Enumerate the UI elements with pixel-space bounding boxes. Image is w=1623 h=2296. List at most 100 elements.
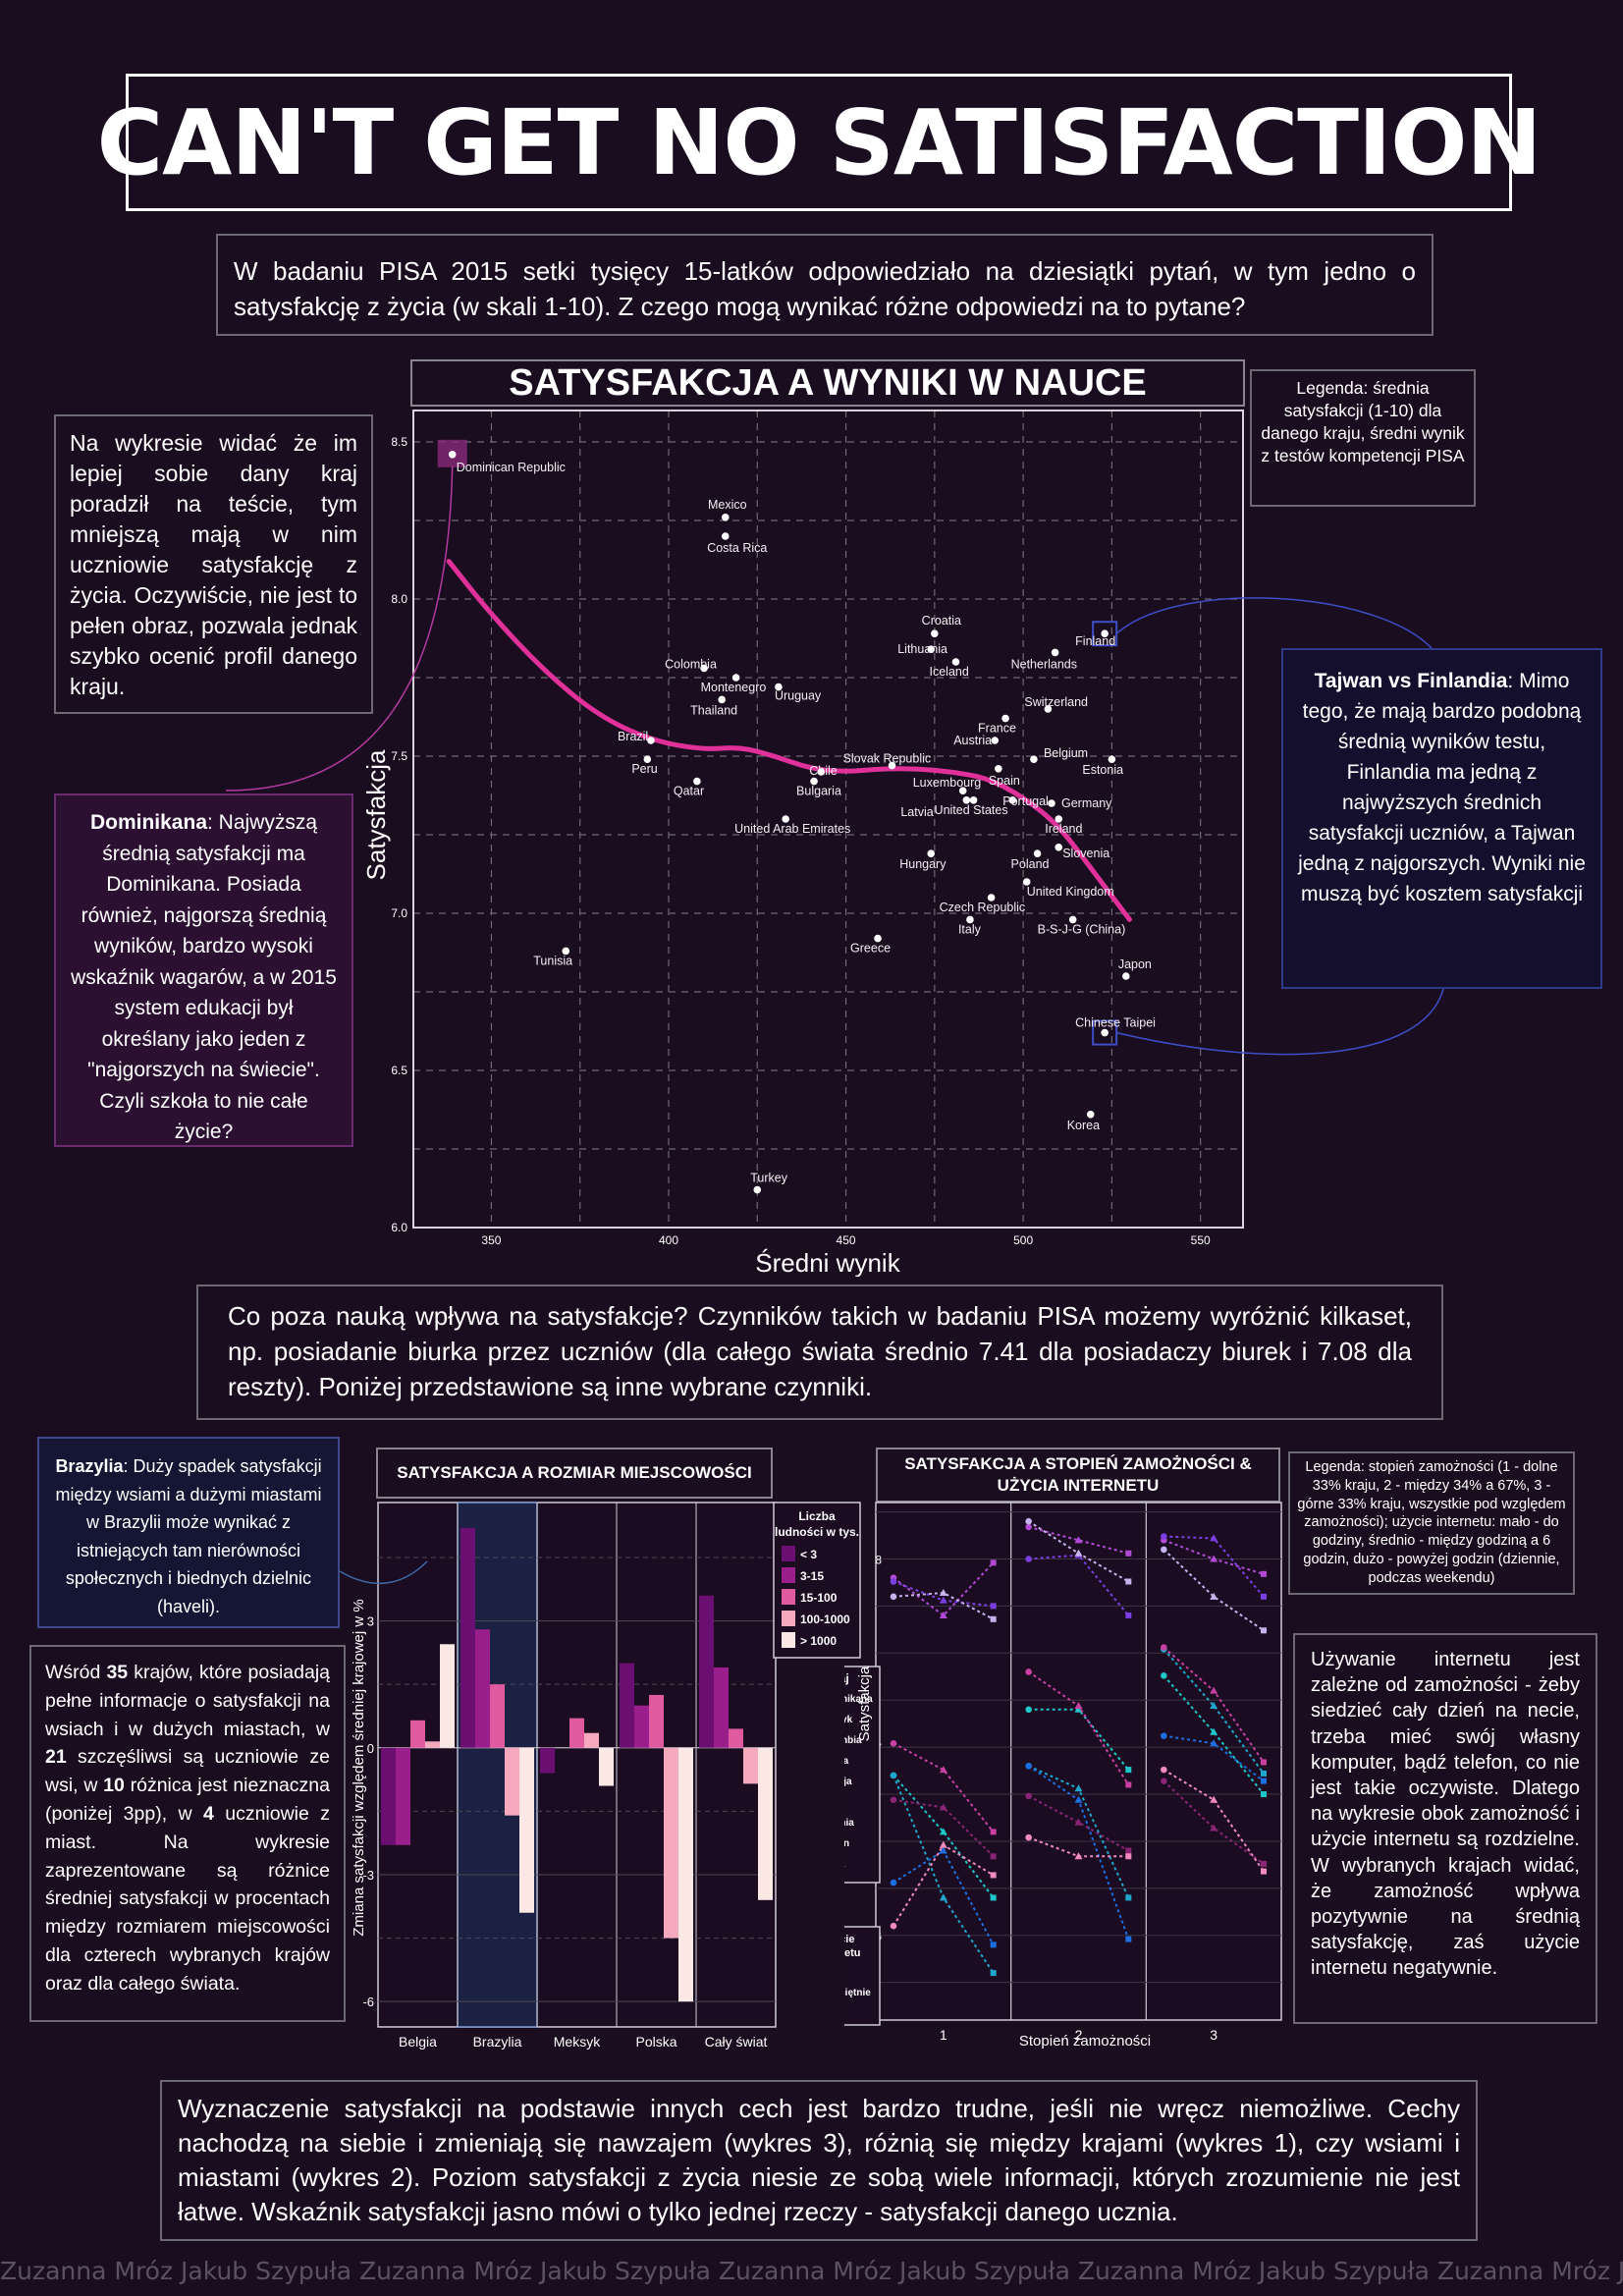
- marker-uk-duzo: [990, 1941, 997, 1948]
- point-label-belgium: Belgium: [1044, 746, 1088, 760]
- bar-brazylia-0: [460, 1527, 475, 1748]
- marker-francja-duzo: [1261, 1770, 1267, 1777]
- point-label-lithuania: Lithuania: [897, 642, 947, 656]
- point-label-bulgaria: Bulgaria: [796, 785, 841, 798]
- bar-brazylia-3: [505, 1747, 519, 1816]
- marker-korea-duzo: [1261, 1868, 1267, 1875]
- bar-brazylia-4: [519, 1747, 534, 1913]
- line-polska-w1: [893, 1775, 995, 1899]
- bar-polska-4: [678, 1747, 693, 2002]
- point-label-finland: Finland: [1075, 634, 1115, 648]
- countries-note: Wśród 35 krajów, które posiadają pełne i…: [29, 1645, 346, 2022]
- marker-meksyk-duzo: [1261, 1593, 1267, 1600]
- point-belgium: [1030, 755, 1038, 763]
- country-legend-frame: [844, 1666, 881, 1884]
- point-label-iceland: Iceland: [930, 665, 969, 679]
- internet-legend-title: Użycie: [844, 1934, 854, 1945]
- point-label-netherlands: Netherlands: [1011, 657, 1077, 671]
- bar-ca-y-wiat-2: [729, 1728, 743, 1748]
- point-label-thailand: Thailand: [690, 703, 737, 717]
- bar-y-tick: -6: [362, 1995, 374, 2009]
- point-lithuania: [927, 645, 936, 653]
- marker-francja-duzo: [1125, 1894, 1132, 1901]
- internet-legend-title: internetu: [844, 1947, 861, 1959]
- point-label-brazil: Brazil: [618, 730, 648, 743]
- scatter-x-tick: 350: [481, 1233, 501, 1247]
- marker-francja-srednio: [939, 1893, 947, 1901]
- chart3-legend-note: Legenda: stopień zamożności (1 - dolne 3…: [1288, 1451, 1575, 1595]
- marker-korea-srednio: [1074, 1852, 1083, 1860]
- marker-tajwan-srednio: [939, 1803, 947, 1811]
- point-label-colombia: Colombia: [665, 657, 717, 671]
- dominican-note-text: : Najwyższą średnią satysfakcji ma Domin…: [71, 811, 337, 1143]
- point-b-s-j-g-china: [1068, 915, 1077, 924]
- point-germany: [1048, 799, 1055, 807]
- point-costa-rica: [721, 532, 730, 540]
- cn-p2: krajów, które posiadają pełne informacje…: [45, 1662, 330, 1740]
- point-uruguay: [775, 683, 783, 691]
- scatter-y-tick: 7.0: [391, 906, 407, 920]
- marker-tajwan-malo: [1161, 1777, 1167, 1784]
- point-slovak-republic: [888, 761, 896, 770]
- marker-korea-duzo: [1125, 1853, 1132, 1860]
- marker-tajwan-duzo: [990, 1853, 997, 1860]
- cn-p5: uczniowie z miast. Na wykresie zaprezent…: [45, 1802, 330, 1995]
- bar-y-label: Zmiana satysfakcji względem średniej kra…: [351, 1599, 367, 1936]
- point-peru: [643, 755, 652, 763]
- point-japon: [1122, 972, 1130, 980]
- point-label-dominican-republic: Dominican Republic: [457, 461, 566, 474]
- marker-japonia-duzo: [990, 1829, 997, 1835]
- marker-dominikana-srednio: [1210, 1555, 1218, 1562]
- point-netherlands: [1051, 648, 1059, 657]
- cn-p1: Wśród: [45, 1662, 107, 1683]
- dominican-connector: [225, 465, 454, 792]
- marker-uk-srednio: [1210, 1739, 1218, 1747]
- bar-ca-y-wiat-1: [714, 1667, 729, 1748]
- bar-legend-title: ludności w tys.: [775, 1525, 859, 1539]
- scatter-y-tick: 6.5: [391, 1064, 407, 1077]
- country-legend-label: Polska: [844, 1756, 849, 1767]
- main-title-frame: CAN'T GET NO SATISFACTION: [97, 74, 1542, 211]
- marker-kolumbia-duzo: [990, 1615, 997, 1622]
- marker-meksyk-duzo: [1125, 1612, 1132, 1618]
- brazil-note: Brazylia: Duży spadek satysfakcji między…: [37, 1437, 340, 1628]
- bar-y-tick: 0: [367, 1741, 374, 1756]
- point-label-costa-rica: Costa Rica: [707, 541, 767, 555]
- point-label-turkey: Turkey: [750, 1172, 787, 1185]
- bar-category-label: Cały świat: [705, 2034, 768, 2050]
- point-label-chinese-taipei: Chinese Taipei: [1075, 1016, 1156, 1030]
- bar-belgia-4: [440, 1644, 455, 1748]
- point-france: [1001, 714, 1009, 723]
- point-luxembourg: [958, 787, 967, 794]
- point-label-united-kingdom: United Kingdom: [1027, 885, 1114, 899]
- marker-uk-srednio: [1074, 1795, 1083, 1803]
- marker-dominikana-duzo: [1261, 1570, 1267, 1577]
- marker-polska-duzo: [1261, 1791, 1267, 1798]
- point-label-chile: Chile: [809, 764, 838, 778]
- point-label-slovenia: Slovenia: [1062, 847, 1109, 860]
- line-x-tick: 1: [940, 2027, 947, 2043]
- bar-legend-label: < 3: [800, 1548, 817, 1561]
- bar-belgia-2: [410, 1720, 425, 1748]
- intro-text: W badaniu PISA 2015 setki tysięcy 15-lat…: [216, 234, 1434, 336]
- point-colombia: [700, 664, 708, 673]
- bar-meksyk-2: [569, 1718, 584, 1748]
- bar-belgia-3: [425, 1741, 440, 1748]
- point-label-mexico: Mexico: [708, 498, 747, 512]
- brazil-connector: [339, 1560, 428, 1584]
- scatter-x-label: Średni wynik: [755, 1248, 900, 1277]
- point-label-greece: Greece: [850, 942, 891, 956]
- marker-meksyk-duzo: [990, 1603, 997, 1610]
- line-chart: 678123 KrajDominikanaMeksykKolumbiaPolsk…: [844, 1502, 1282, 2050]
- point-greece: [874, 934, 882, 943]
- marker-meksyk-malo: [1161, 1533, 1167, 1540]
- main-title: CAN'T GET NO SATISFACTION: [96, 89, 1542, 195]
- point-label-japon: Japon: [1118, 957, 1152, 971]
- scatter-x-tick: 450: [837, 1233, 856, 1247]
- marker-japonia-malo: [890, 1739, 897, 1747]
- marker-tajwan-duzo: [1261, 1860, 1267, 1867]
- marker-japonia-malo: [1025, 1668, 1032, 1675]
- bar-category-label: Belgia: [399, 2034, 437, 2050]
- bar-polska-3: [664, 1747, 678, 1939]
- taiwan-note-bold: Tajwan vs Finlandia: [1314, 670, 1508, 692]
